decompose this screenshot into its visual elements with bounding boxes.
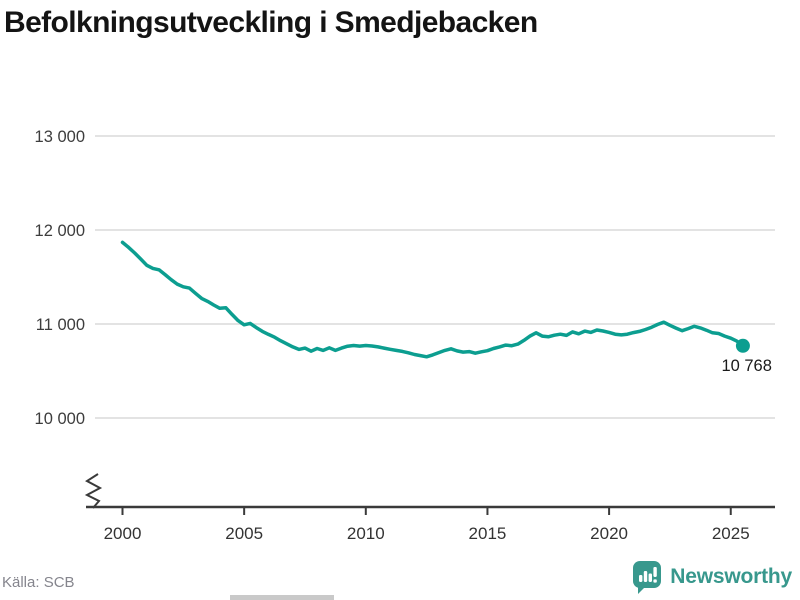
x-tick-label: 2000 [104,524,142,543]
newsworthy-logo[interactable]: Newsworthy [631,560,792,594]
y-tick-label: 10 000 [35,410,85,428]
x-tick-label: 2015 [469,524,507,543]
newsworthy-icon [633,561,662,594]
x-tick-label: 2020 [590,524,628,543]
x-tick-label: 2025 [712,524,750,543]
y-tick-label: 13 000 [35,128,85,146]
axis-break-squiggle [84,473,103,509]
chart-title: Befolkningsutveckling i Smedjebacken [4,6,538,39]
end-value-label: 10 768 [721,357,771,375]
y-tick-label: 12 000 [35,222,85,240]
end-point-marker[interactable] [735,338,750,353]
x-tick-label: 2010 [347,524,385,543]
newsworthy-wordmark: Newsworthy [670,565,792,588]
population-line[interactable] [120,240,745,359]
y-tick-label: 11 000 [36,316,85,334]
bottom-scroll-artifact [230,595,334,600]
x-tick-label: 2005 [225,524,263,543]
source-label: Källa: SCB [2,574,75,591]
